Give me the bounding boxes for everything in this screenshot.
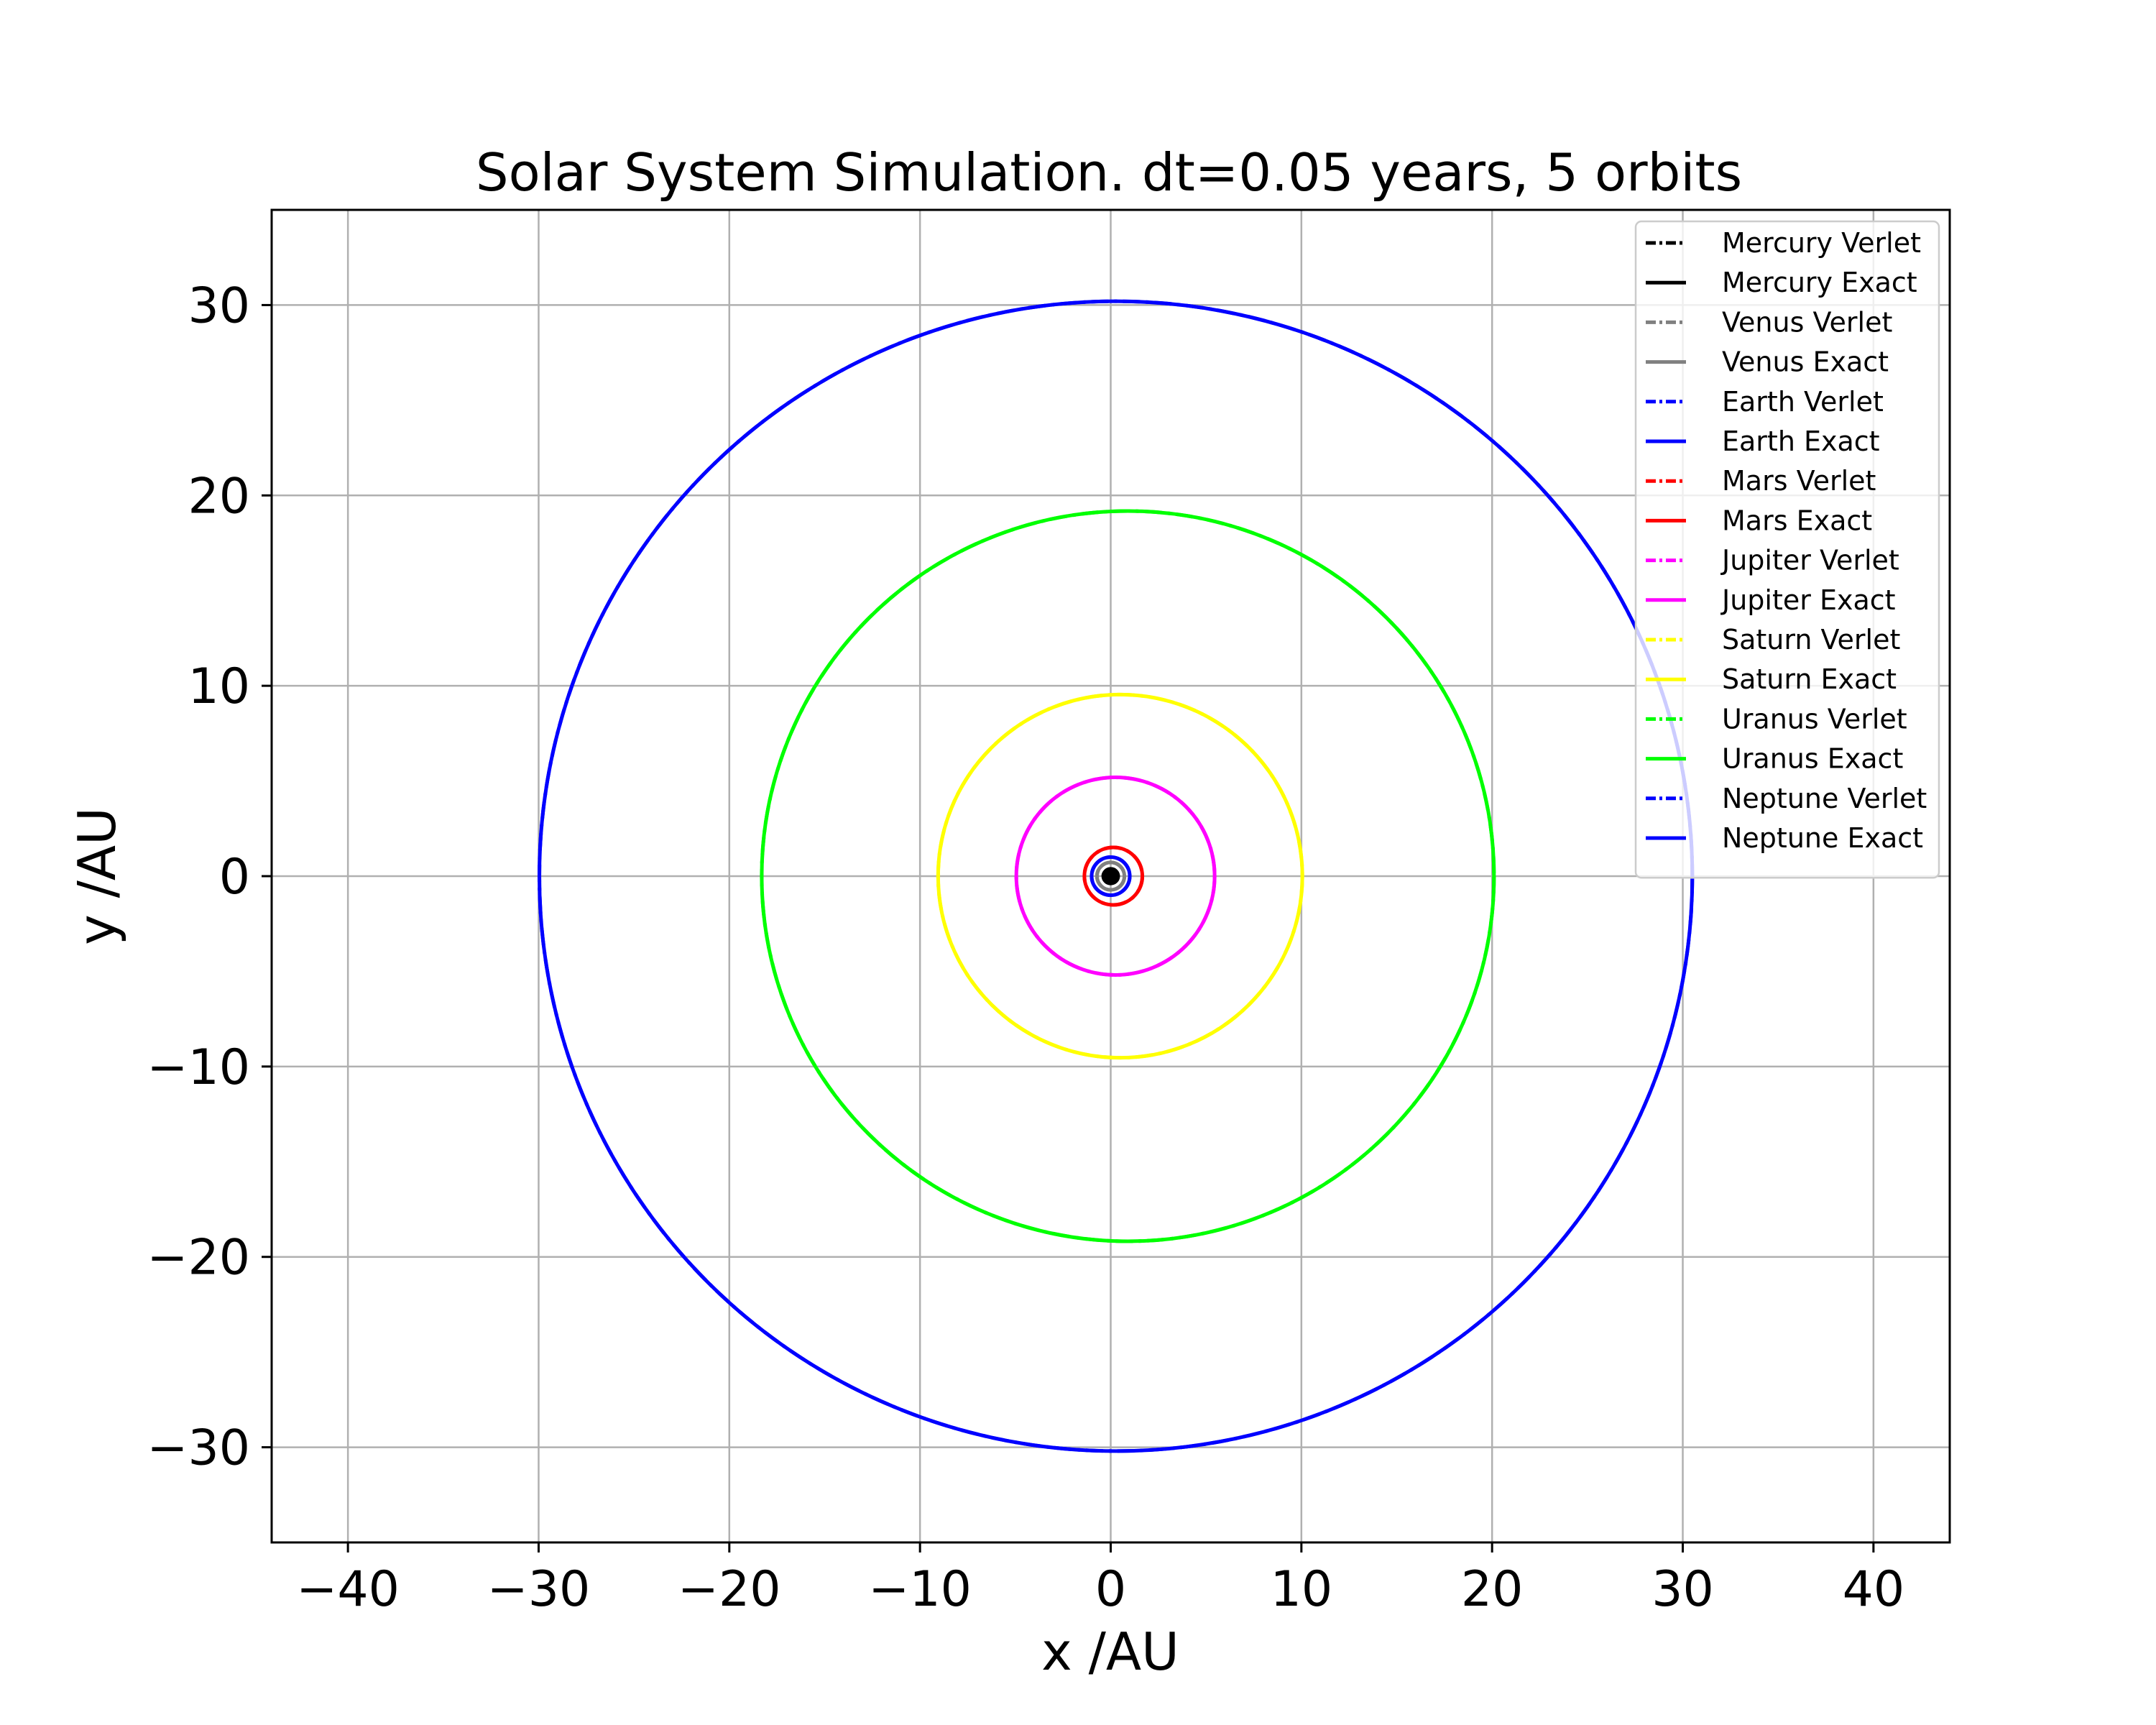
x-tick-label: 10	[1271, 1561, 1333, 1618]
legend-label: Uranus Verlet	[1722, 703, 1907, 735]
legend-label: Saturn Verlet	[1722, 624, 1900, 656]
sun-marker	[1103, 869, 1118, 883]
orbit-uranus-exact	[760, 509, 1496, 1243]
orbit-venus-exact	[1095, 860, 1127, 892]
x-tick-label: −10	[868, 1561, 972, 1618]
y-tick-label: 0	[219, 849, 250, 906]
x-tick-label: −30	[487, 1561, 591, 1618]
ticks: −40 −30 −20 −10 0 10 20 30 40 −30 −20 −10 0 10 20 30	[147, 277, 1904, 1618]
y-tick-label: −10	[147, 1039, 250, 1096]
x-tick-label: 40	[1843, 1561, 1905, 1618]
orbit-saturn-exact	[936, 692, 1304, 1060]
y-tick-label: 20	[188, 468, 250, 525]
legend-label: Saturn Exact	[1722, 663, 1897, 695]
x-tick-label: 20	[1461, 1561, 1524, 1618]
x-tick-label: −20	[678, 1561, 781, 1618]
legend-label: Mercury Verlet	[1722, 227, 1921, 259]
y-tick-label: −20	[147, 1230, 250, 1287]
legend-label: Mars Verlet	[1722, 465, 1876, 497]
legend-label: Neptune Verlet	[1722, 783, 1927, 814]
orbit-mercury-exact	[1101, 867, 1120, 886]
y-tick-label: −30	[147, 1420, 250, 1477]
legend-label: Uranus Exact	[1722, 743, 1903, 775]
legend-label: Earth Verlet	[1722, 386, 1884, 418]
x-tick-label: −40	[296, 1561, 400, 1618]
x-tick-label: 30	[1651, 1561, 1714, 1618]
legend-label: Neptune Exact	[1722, 822, 1923, 854]
x-tick-label: 0	[1095, 1561, 1126, 1618]
legend-label: Mercury Exact	[1722, 267, 1917, 298]
legend-label: Jupiter Verlet	[1720, 545, 1899, 576]
chart-title: Solar System Simulation. dt=0.05 years, …	[476, 142, 1742, 203]
y-tick-label: 10	[188, 658, 250, 715]
legend-label: Mars Exact	[1722, 505, 1872, 536]
orbit-mars-exact	[1082, 845, 1145, 907]
y-tick-label: 30	[188, 277, 250, 334]
legend-box	[1634, 220, 1940, 879]
legend-label: Jupiter Exact	[1720, 584, 1896, 616]
y-axis-label: y /AU	[67, 807, 127, 945]
legend-label: Venus Exact	[1722, 346, 1889, 378]
legend: Mercury Verlet Mercury Exact Venus Verlet V…	[1634, 220, 1940, 879]
orbit-jupiter-exact	[1014, 776, 1217, 977]
legend-label: Venus Verlet	[1722, 306, 1892, 338]
legend-label: Earth Exact	[1722, 426, 1880, 457]
x-axis-label: x /AU	[1041, 1622, 1179, 1682]
orbit-earth-exact	[1089, 855, 1132, 897]
